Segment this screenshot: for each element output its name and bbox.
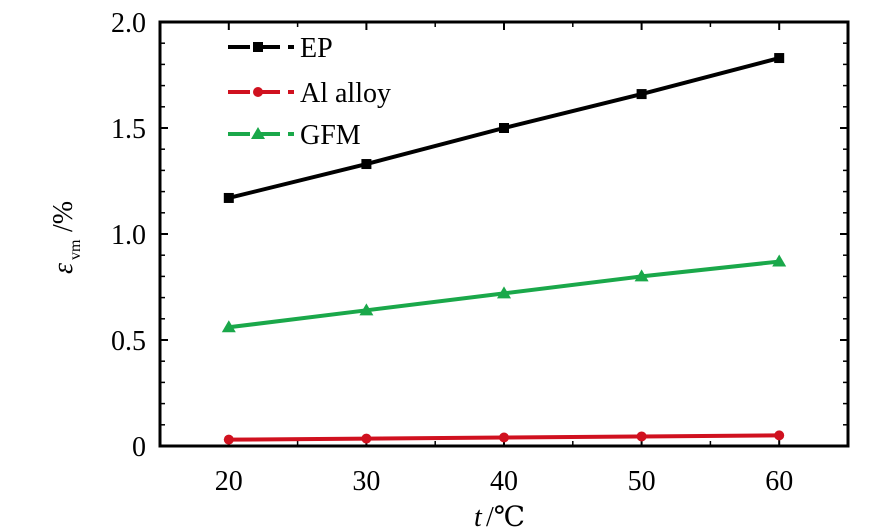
- legend-label-gfm: GFM: [300, 120, 361, 151]
- legend-label-ep: EP: [300, 33, 333, 64]
- legend-label-al-alloy: Al alloy: [300, 78, 391, 109]
- x-axis-unit: /℃: [486, 502, 525, 531]
- y-axis-var: ε: [48, 263, 79, 274]
- legend-item-al-alloy: Al alloy: [228, 78, 391, 109]
- tick-labels: 20 30 40 50 60 0 0.5 1.0 1.5 2.0: [111, 8, 793, 497]
- plot-frame: [158, 20, 850, 448]
- data-point-gfm: [221, 320, 236, 333]
- x-tick-label: 30: [352, 466, 380, 497]
- x-tick-label: 60: [765, 466, 793, 497]
- series-gfm: [221, 254, 787, 333]
- x-axis-label: t /℃: [474, 502, 525, 531]
- legend-marker-al-alloy: [253, 87, 263, 97]
- legend-item-gfm: GFM: [228, 120, 361, 151]
- y-axis-label: ε vm /%: [48, 201, 84, 274]
- data-point-al-alloy: [223, 434, 234, 445]
- data-point-al-alloy: [499, 432, 509, 443]
- x-tick-label: 50: [628, 466, 656, 497]
- y-tick-label: 0: [132, 432, 146, 463]
- data-point-gfm: [359, 303, 374, 316]
- y-tick-label: 1.5: [111, 114, 146, 145]
- tick-marks: [159, 21, 849, 447]
- x-tick-label: 40: [490, 466, 518, 497]
- data-point-gfm: [634, 269, 649, 282]
- y-tick-label: 1.0: [111, 220, 146, 251]
- series-layer: [221, 53, 787, 445]
- data-point-gfm: [497, 286, 511, 299]
- data-point-al-alloy: [636, 431, 647, 442]
- data-point-ep: [774, 53, 785, 64]
- legend-marker-ep: [253, 42, 263, 52]
- data-point-gfm: [772, 254, 787, 267]
- data-point-ep: [636, 89, 647, 100]
- legend-item-ep: EP: [228, 33, 333, 64]
- x-tick-label: 20: [215, 466, 243, 497]
- data-point-ep: [499, 123, 509, 133]
- data-point-ep: [223, 192, 234, 203]
- legend: EP Al alloy GFM: [228, 33, 391, 151]
- y-axis-unit: /%: [48, 201, 79, 232]
- y-tick-label: 2.0: [111, 8, 146, 39]
- data-point-al-alloy: [774, 430, 785, 441]
- y-axis-sub: vm: [67, 239, 84, 260]
- x-axis-var: t: [474, 502, 483, 531]
- y-tick-label: 0.5: [111, 326, 146, 357]
- data-point-al-alloy: [361, 433, 372, 444]
- legend-marker-gfm: [251, 127, 265, 139]
- series-al-alloy: [223, 430, 785, 445]
- series-ep: [223, 53, 785, 203]
- data-point-ep: [361, 159, 372, 170]
